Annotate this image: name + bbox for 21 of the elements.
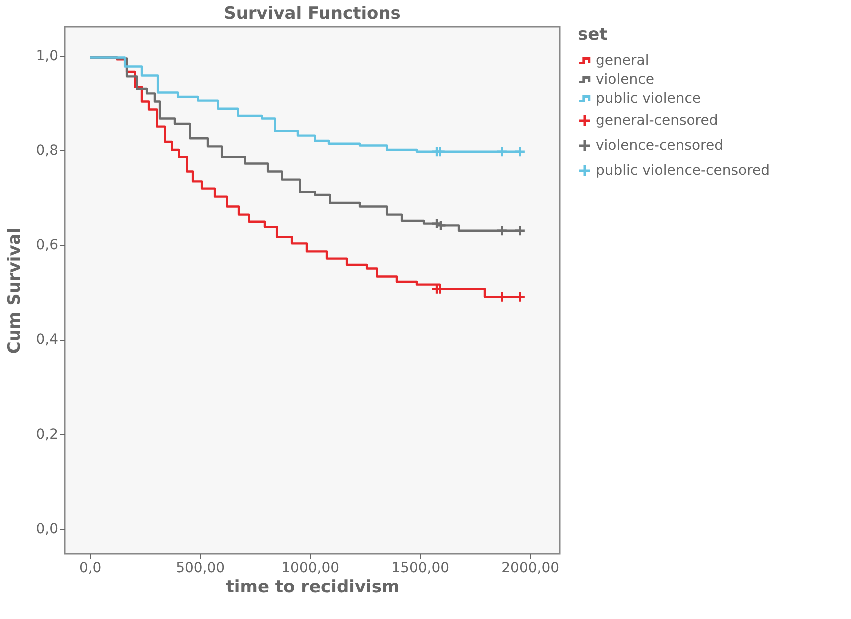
y-tick-label: 0,0 — [36, 521, 58, 538]
legend-label: public violence-censored — [596, 163, 770, 179]
legend-label: public violence — [596, 91, 701, 107]
legend-label: general — [596, 53, 650, 69]
y-tick-label: 0,2 — [36, 426, 58, 443]
x-tick-label: 1000,00 — [282, 560, 340, 576]
x-tick-label: 0,0 — [79, 560, 102, 576]
y-tick-label: 1,0 — [36, 48, 58, 64]
chart-title: Survival Functions — [224, 4, 401, 24]
legend-label: violence — [596, 72, 654, 88]
x-tick-label: 2000,00 — [502, 560, 560, 576]
x-tick-label: 500,00 — [176, 560, 226, 576]
y-axis-title: Cum Survival — [5, 228, 26, 354]
x-axis-title: time to recidivism — [226, 578, 400, 598]
y-tick-label: 0,8 — [36, 142, 58, 159]
legend-label: violence-censored — [596, 138, 724, 154]
y-tick-label: 0,6 — [36, 238, 59, 254]
x-tick-label: 1500,00 — [392, 560, 450, 576]
legend-label: general-censored — [596, 113, 718, 129]
y-tick-label: 0,4 — [36, 332, 59, 348]
legend-title: set — [578, 25, 608, 45]
